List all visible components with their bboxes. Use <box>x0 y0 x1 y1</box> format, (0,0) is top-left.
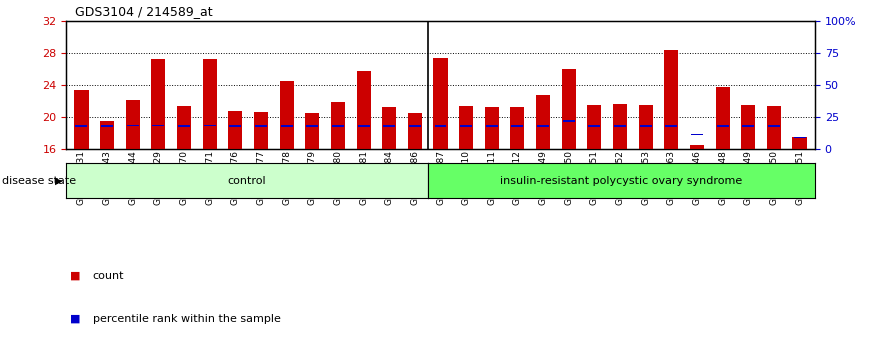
Bar <box>690 145 704 149</box>
Bar <box>715 86 729 149</box>
Bar <box>358 125 369 127</box>
Bar <box>178 125 190 127</box>
Bar <box>589 125 600 127</box>
Bar <box>408 113 422 149</box>
Bar <box>485 107 499 149</box>
Bar <box>152 59 166 149</box>
Bar <box>152 125 165 126</box>
Bar <box>510 107 524 149</box>
Bar <box>794 137 805 138</box>
Bar <box>279 81 293 149</box>
Bar <box>254 112 268 149</box>
Bar <box>307 125 318 127</box>
Bar <box>100 121 115 149</box>
Bar <box>741 105 755 149</box>
Bar <box>562 69 576 149</box>
Text: count: count <box>93 271 124 281</box>
Text: control: control <box>227 176 266 185</box>
Bar <box>76 125 87 127</box>
Bar <box>793 137 807 149</box>
Bar <box>766 107 781 149</box>
Bar <box>664 50 678 149</box>
Bar <box>101 125 113 127</box>
Bar <box>281 125 292 127</box>
Bar <box>382 107 396 149</box>
Bar <box>485 125 498 127</box>
Bar <box>537 125 549 127</box>
Bar <box>357 71 371 149</box>
Bar <box>255 125 267 127</box>
Text: insulin-resistant polycystic ovary syndrome: insulin-resistant polycystic ovary syndr… <box>500 176 743 185</box>
Bar <box>716 125 729 127</box>
Text: ■: ■ <box>70 271 81 281</box>
Bar <box>383 125 396 127</box>
Bar <box>743 125 754 127</box>
Bar <box>665 125 677 127</box>
Bar <box>563 120 574 121</box>
Bar <box>434 125 447 127</box>
Bar <box>640 125 652 127</box>
Bar <box>127 125 138 126</box>
Bar <box>433 58 448 149</box>
Text: ▶: ▶ <box>55 176 63 185</box>
Bar <box>639 105 653 149</box>
Bar <box>126 100 140 149</box>
Bar <box>332 125 344 127</box>
Bar <box>204 125 216 126</box>
Bar <box>588 105 602 149</box>
Bar <box>305 113 319 149</box>
Text: ■: ■ <box>70 314 81 324</box>
Bar <box>229 125 241 127</box>
Bar <box>460 125 472 127</box>
Bar <box>177 107 191 149</box>
Text: percentile rank within the sample: percentile rank within the sample <box>93 314 280 324</box>
Bar <box>228 111 242 149</box>
Bar <box>536 95 550 149</box>
Bar <box>614 125 626 127</box>
Bar <box>512 125 523 127</box>
Bar <box>74 90 88 149</box>
Bar <box>613 104 627 149</box>
Text: disease state: disease state <box>2 176 76 185</box>
Bar <box>203 59 217 149</box>
Text: GDS3104 / 214589_at: GDS3104 / 214589_at <box>75 5 212 18</box>
Bar <box>691 133 703 135</box>
Bar <box>331 102 345 149</box>
Bar <box>768 125 780 127</box>
Bar <box>409 125 421 127</box>
Bar <box>459 107 473 149</box>
